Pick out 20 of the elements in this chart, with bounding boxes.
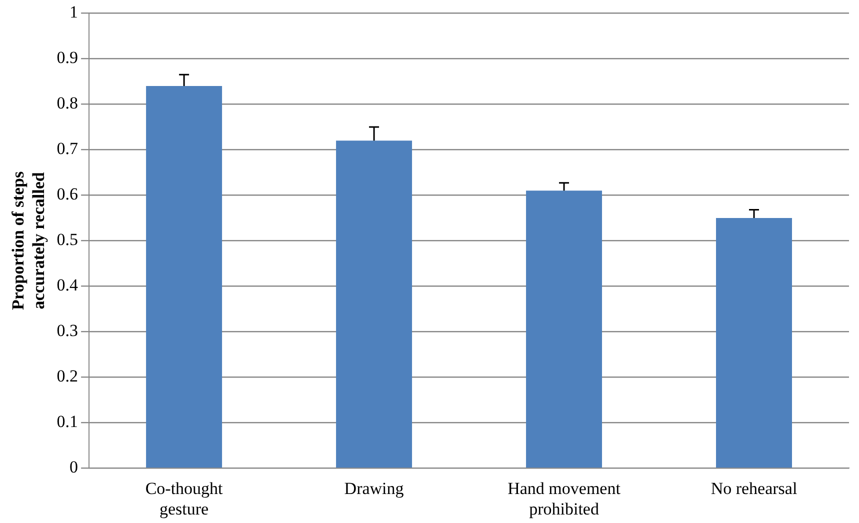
y-tick-label: 0.6 <box>56 184 78 204</box>
x-tick-label: Hand movement prohibited <box>508 478 621 518</box>
y-tick-label: 0.1 <box>56 412 78 432</box>
y-tick-label: 0.8 <box>56 94 78 113</box>
y-tick-label: 0 <box>70 458 78 477</box>
y-tick-label: 0.4 <box>56 276 79 295</box>
bar <box>336 140 412 468</box>
y-tick-label: 1 <box>70 2 78 22</box>
x-tick-label: Drawing <box>344 478 404 498</box>
y-tick-label: 0.2 <box>56 366 78 386</box>
y-tick-label: 0.9 <box>56 48 78 68</box>
x-tick-label: No rehearsal <box>710 478 798 498</box>
bar <box>716 218 792 468</box>
y-tick-label: 0.5 <box>56 230 78 250</box>
bar <box>526 190 602 468</box>
y-axis-title: Proportion of steps accurately recalled <box>8 171 48 310</box>
bar <box>146 86 222 468</box>
x-tick-label: Co-thought gesture <box>145 478 224 518</box>
y-tick-label: 0.3 <box>56 321 78 340</box>
y-tick-label: 0.7 <box>56 139 79 158</box>
